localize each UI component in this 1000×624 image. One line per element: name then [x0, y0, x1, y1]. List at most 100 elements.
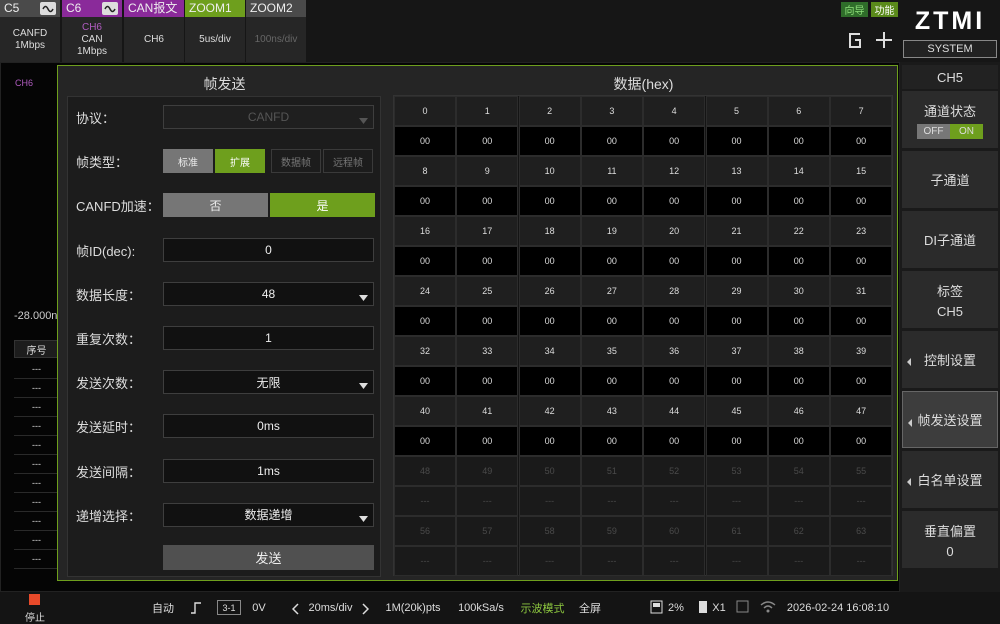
byte-value[interactable]: 00	[643, 306, 706, 336]
byte-value[interactable]: 00	[705, 186, 768, 216]
byte-value[interactable]: 00	[394, 246, 456, 276]
channel-tab[interactable]: CAN报文 CH6	[124, 0, 184, 62]
option-button[interactable]: 否	[163, 193, 268, 218]
byte-value[interactable]: 00	[767, 306, 830, 336]
byte-value[interactable]: 00	[394, 186, 456, 216]
byte-value[interactable]: 00	[518, 426, 581, 456]
byte-value[interactable]: 00	[767, 426, 830, 456]
sidebar-button[interactable]: 控制设置	[902, 331, 998, 388]
field-label: CANFD加速：	[76, 199, 160, 215]
byte-value[interactable]: 00	[643, 426, 706, 456]
byte-value[interactable]: 00	[394, 426, 456, 456]
byte-value[interactable]: 00	[456, 366, 519, 396]
byte-value[interactable]: 00	[830, 366, 893, 396]
byte-index: 38	[767, 336, 830, 366]
byte-value[interactable]: 00	[643, 186, 706, 216]
stop-label[interactable]: 停止	[25, 612, 45, 624]
function-button[interactable]: 功能	[871, 2, 898, 17]
option-button: 数据帧	[271, 149, 321, 174]
byte-value[interactable]: 00	[643, 126, 706, 156]
byte-value[interactable]: 00	[518, 246, 581, 276]
byte-value[interactable]: 00	[518, 306, 581, 336]
send-button[interactable]: 发送	[163, 545, 374, 570]
channel-tab[interactable]: C6 CH6 CAN 1Mbps	[62, 0, 122, 62]
sidebar-button[interactable]: 通道状态 OFF ON	[902, 91, 998, 148]
option-button[interactable]: 是	[270, 193, 375, 218]
byte-value[interactable]: 00	[830, 246, 893, 276]
status-item[interactable]: 1M(20k)pts	[385, 602, 441, 614]
byte-value[interactable]: 00	[643, 366, 706, 396]
byte-value[interactable]: 00	[767, 186, 830, 216]
channel-tab[interactable]: ZOOM2 100ns/div	[246, 0, 306, 62]
byte-value[interactable]: 00	[518, 126, 581, 156]
add-icon	[876, 32, 892, 48]
byte-value[interactable]: 00	[580, 426, 643, 456]
status-item[interactable]: 2026-02-24 16:08:10	[786, 602, 890, 614]
byte-value[interactable]: 00	[767, 366, 830, 396]
byte-value[interactable]: 00	[456, 306, 519, 336]
sidebar-button[interactable]: DI子通道	[902, 211, 998, 268]
guide-button[interactable]: 向导	[841, 2, 868, 17]
channel-tab[interactable]: C5 CANFD 1Mbps	[0, 0, 60, 62]
sidebar-button[interactable]: 子通道	[902, 151, 998, 208]
byte-value[interactable]: 00	[767, 126, 830, 156]
byte-value[interactable]: 00	[580, 126, 643, 156]
tab-header: ZOOM2	[246, 0, 306, 17]
sidebar-button[interactable]: 白名单设置	[902, 451, 998, 508]
dropdown[interactable]: 48	[163, 281, 374, 306]
byte-value[interactable]: 00	[580, 306, 643, 336]
byte-value[interactable]: 00	[580, 246, 643, 276]
byte-value[interactable]: 00	[705, 366, 768, 396]
input-field[interactable]: 0	[163, 237, 374, 262]
byte-value[interactable]: 00	[705, 426, 768, 456]
status-item[interactable]: 全屏	[579, 603, 601, 615]
status-item[interactable]: X1	[712, 602, 726, 614]
status-item[interactable]: 20ms/div	[308, 602, 353, 614]
byte-index: 19	[580, 216, 643, 246]
status-item[interactable]: 3-1	[217, 600, 241, 615]
status-item[interactable]: 自动	[152, 603, 174, 615]
option-button[interactable]: 标准	[163, 149, 213, 174]
sidebar-button[interactable]: 帧发送设置	[902, 391, 998, 448]
byte-value[interactable]: 00	[830, 186, 893, 216]
byte-value[interactable]: 00	[456, 426, 519, 456]
sidebar-value: CH5	[936, 303, 963, 319]
input-field[interactable]: 1	[163, 326, 374, 350]
byte-value[interactable]: 00	[456, 246, 519, 276]
byte-value[interactable]: 00	[705, 126, 768, 156]
input-field[interactable]: 0ms	[163, 414, 374, 439]
byte-value[interactable]: 00	[830, 126, 893, 156]
status-item[interactable]: 0V	[252, 602, 266, 614]
toggle[interactable]: OFF ON	[917, 123, 983, 139]
input-field[interactable]: 1ms	[163, 458, 374, 483]
arrow-icon	[908, 419, 912, 427]
dropdown[interactable]: 数据递增	[163, 502, 374, 527]
byte-value[interactable]: 00	[705, 306, 768, 336]
byte-value[interactable]: 00	[767, 246, 830, 276]
byte-value[interactable]: 00	[518, 186, 581, 216]
byte-value: ---	[767, 486, 830, 516]
byte-value[interactable]: 00	[456, 186, 519, 216]
byte-value[interactable]: 00	[580, 186, 643, 216]
byte-value[interactable]: 00	[580, 366, 643, 396]
byte-value[interactable]: 00	[518, 366, 581, 396]
byte-value[interactable]: 00	[456, 126, 519, 156]
status-item[interactable]: 100kSa/s	[458, 602, 504, 614]
channel-tab[interactable]: ZOOM1 5us/div	[185, 0, 245, 62]
byte-value[interactable]: 00	[643, 246, 706, 276]
byte-value[interactable]: 00	[394, 366, 456, 396]
byte-index: 56	[394, 516, 456, 546]
option-button[interactable]: 扩展	[215, 149, 265, 174]
byte-index: 52	[643, 456, 706, 486]
byte-value[interactable]: 00	[394, 306, 456, 336]
status-item[interactable]: 2%	[668, 602, 684, 614]
sidebar-button[interactable]: 标签 CH5	[902, 271, 998, 328]
dropdown[interactable]: 无限	[163, 370, 374, 395]
sidebar-button[interactable]: 垂直偏置 0	[902, 511, 998, 568]
byte-value[interactable]: 00	[705, 246, 768, 276]
byte-value[interactable]: 00	[830, 426, 893, 456]
byte-value[interactable]: 00	[830, 306, 893, 336]
byte-index: 31	[830, 276, 893, 306]
status-item[interactable]: 示波模式	[520, 603, 565, 615]
byte-value[interactable]: 00	[394, 126, 456, 156]
